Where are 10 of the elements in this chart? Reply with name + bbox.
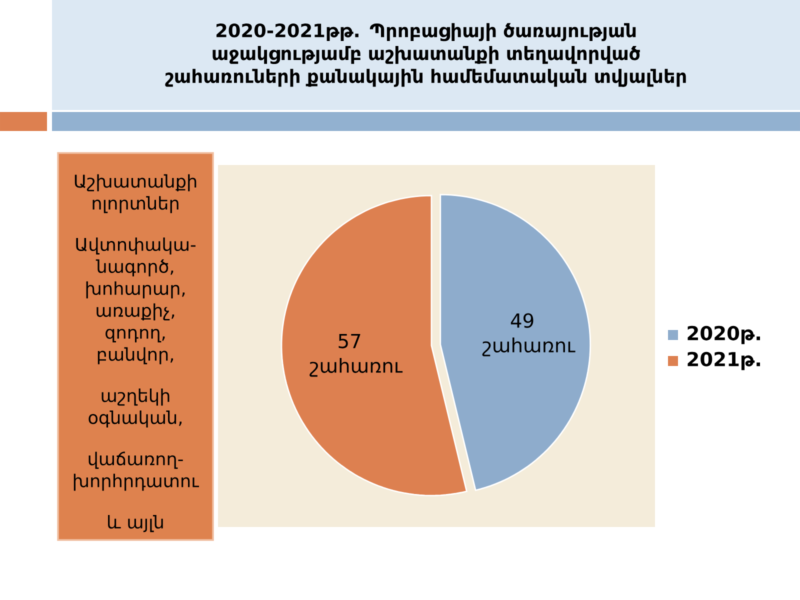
data-label: 57 շահառու (310, 334, 403, 377)
legend-label: 2021թ. (688, 352, 760, 370)
chart-title: 2020-2021թթ. Պրոբացիայի ծառայության աջակցությամբ աշխատանքի տեղավորված շահառուների քանակային համեմատական տվյալներ (165, 23, 686, 87)
text: աշղեկի օգնական, (88, 388, 182, 428)
data-label: 49 շահառու (482, 313, 576, 356)
legend-label: 2020թ. (688, 326, 760, 344)
text: վաճառող-խորհրդատու (74, 452, 199, 491)
text: Աշխատանքի ոլորտներ (74, 174, 196, 214)
text: Ավտոփակա-նագործ, խոհարար, առաքիչ, զոդող, բանվոր, (76, 237, 196, 364)
text: և այլն (108, 515, 163, 532)
